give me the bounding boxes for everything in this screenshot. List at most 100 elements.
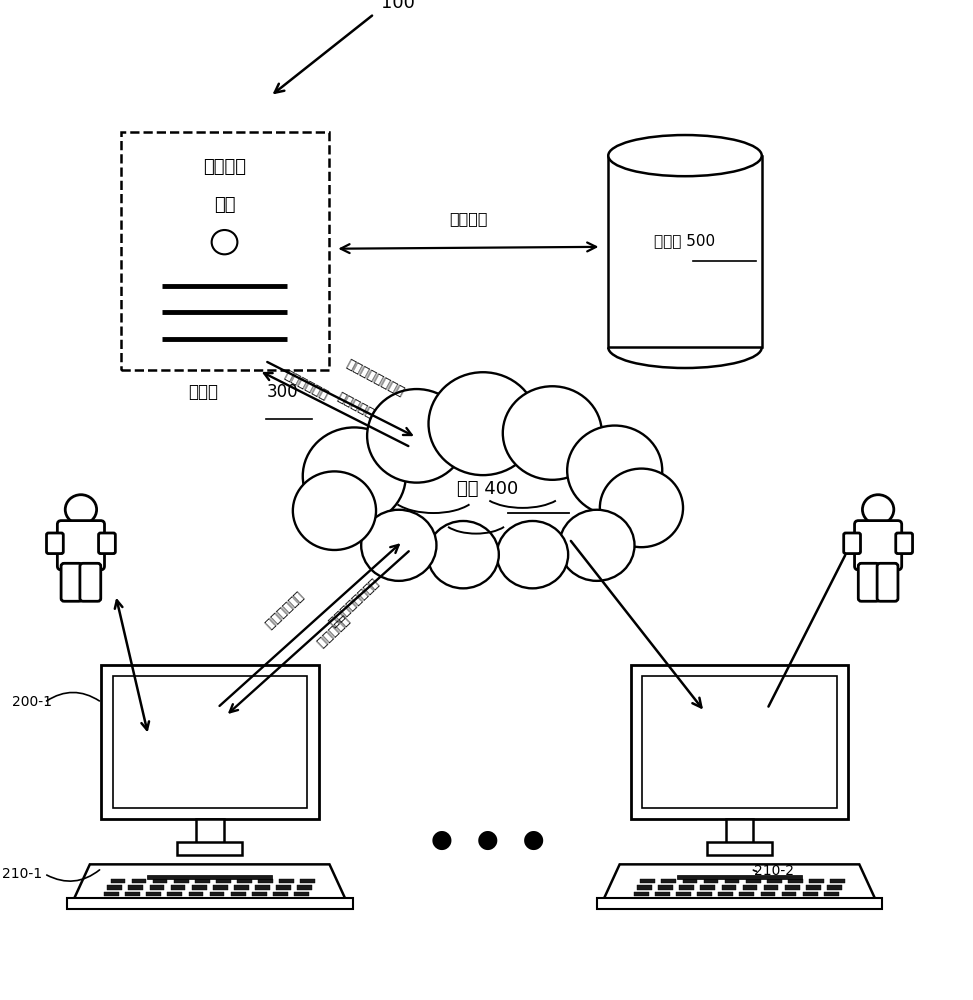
Polygon shape [74,864,345,900]
FancyBboxPatch shape [642,676,837,808]
Text: 200-2: 200-2 [754,693,794,707]
FancyBboxPatch shape [659,885,673,890]
Text: 数据库 500: 数据库 500 [655,233,715,248]
FancyBboxPatch shape [785,885,800,890]
FancyBboxPatch shape [111,879,126,883]
FancyBboxPatch shape [273,892,288,896]
FancyBboxPatch shape [764,885,778,890]
FancyBboxPatch shape [150,885,164,890]
FancyBboxPatch shape [237,879,252,883]
FancyBboxPatch shape [718,892,733,896]
FancyBboxPatch shape [147,875,272,879]
FancyBboxPatch shape [209,892,225,896]
FancyBboxPatch shape [803,892,817,896]
FancyBboxPatch shape [655,892,669,896]
FancyBboxPatch shape [677,875,802,879]
FancyBboxPatch shape [47,533,63,554]
Text: 210-2: 210-2 [754,864,794,878]
FancyBboxPatch shape [196,819,224,843]
FancyBboxPatch shape [146,892,162,896]
FancyBboxPatch shape [640,879,655,883]
Ellipse shape [608,135,762,176]
Circle shape [503,386,602,480]
Circle shape [427,521,499,588]
FancyBboxPatch shape [113,676,306,808]
FancyBboxPatch shape [192,885,206,890]
FancyBboxPatch shape [679,885,694,890]
FancyBboxPatch shape [827,885,842,890]
FancyBboxPatch shape [297,885,312,890]
FancyBboxPatch shape [877,563,898,601]
FancyBboxPatch shape [167,892,182,896]
FancyBboxPatch shape [896,533,913,554]
FancyBboxPatch shape [174,879,189,883]
Text: 自动驾驶车辆的仿: 自动驾驶车辆的仿 [344,357,407,399]
Text: 自动驾驶车辆的仿: 自动驾驶车辆的仿 [324,576,379,629]
FancyBboxPatch shape [170,885,186,890]
Circle shape [361,510,437,581]
FancyBboxPatch shape [830,879,845,883]
Text: ●   ●   ●: ● ● ● [431,828,545,852]
FancyBboxPatch shape [189,892,203,896]
FancyBboxPatch shape [844,533,860,554]
FancyBboxPatch shape [231,892,245,896]
FancyBboxPatch shape [608,156,762,347]
FancyBboxPatch shape [634,892,649,896]
FancyBboxPatch shape [725,879,739,883]
Text: 地图数据: 地图数据 [450,211,487,226]
FancyBboxPatch shape [255,885,270,890]
FancyBboxPatch shape [767,879,781,883]
Circle shape [303,427,406,525]
FancyBboxPatch shape [301,879,315,883]
FancyBboxPatch shape [80,563,101,601]
FancyBboxPatch shape [177,842,242,855]
FancyBboxPatch shape [854,521,902,570]
FancyBboxPatch shape [761,892,775,896]
FancyBboxPatch shape [98,533,116,554]
FancyBboxPatch shape [216,879,231,883]
FancyBboxPatch shape [739,892,754,896]
FancyBboxPatch shape [57,521,104,570]
FancyBboxPatch shape [631,665,848,819]
Circle shape [497,521,568,588]
FancyBboxPatch shape [128,885,143,890]
FancyBboxPatch shape [107,885,123,890]
Text: 平台: 平台 [214,196,235,214]
Circle shape [293,471,376,550]
Circle shape [567,426,663,515]
FancyBboxPatch shape [722,885,737,890]
FancyBboxPatch shape [781,892,797,896]
FancyBboxPatch shape [121,132,329,370]
FancyBboxPatch shape [810,879,824,883]
FancyBboxPatch shape [746,879,761,883]
Text: 网络 400: 网络 400 [457,480,519,498]
FancyBboxPatch shape [824,892,839,896]
FancyBboxPatch shape [195,879,209,883]
FancyBboxPatch shape [126,892,140,896]
FancyBboxPatch shape [61,563,82,601]
FancyBboxPatch shape [701,885,715,890]
FancyBboxPatch shape [596,898,883,909]
FancyBboxPatch shape [213,885,228,890]
Circle shape [367,389,466,483]
Ellipse shape [330,431,646,553]
FancyBboxPatch shape [131,879,146,883]
Circle shape [428,372,537,475]
Text: 300: 300 [268,383,299,401]
FancyBboxPatch shape [104,892,119,896]
FancyBboxPatch shape [742,885,757,890]
FancyBboxPatch shape [788,879,803,883]
Text: 100: 100 [381,0,415,12]
FancyBboxPatch shape [726,819,753,843]
FancyBboxPatch shape [276,885,291,890]
Text: 真测试请求: 真测试请求 [313,612,351,649]
FancyBboxPatch shape [637,885,652,890]
FancyBboxPatch shape [234,885,249,890]
Text: 仿真测试结果: 仿真测试结果 [282,368,331,402]
Text: 200-1: 200-1 [12,695,52,709]
Polygon shape [603,864,876,900]
FancyBboxPatch shape [707,842,772,855]
Text: 驾驶仳真: 驾驶仳真 [203,158,246,176]
FancyBboxPatch shape [662,879,676,883]
FancyBboxPatch shape [858,563,880,601]
